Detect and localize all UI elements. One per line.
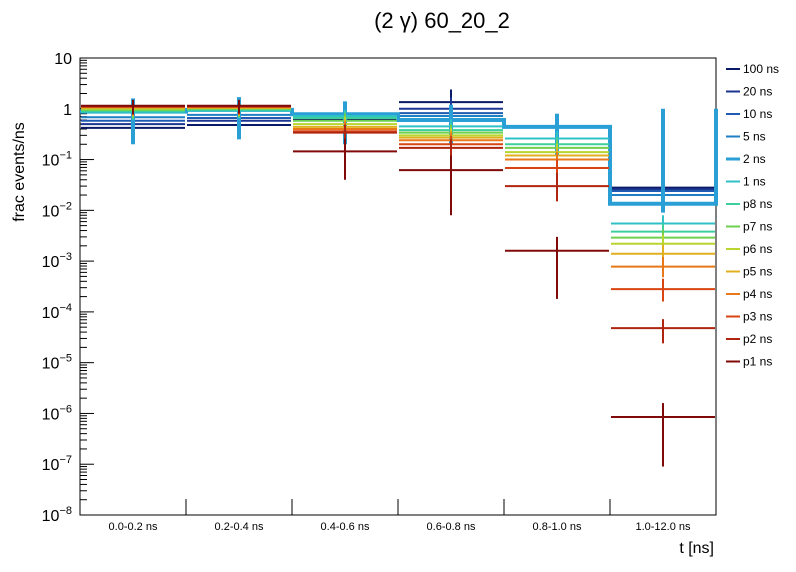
legend-label: p6 ns [743,242,772,256]
y-axis-label: frac events/ns [11,122,28,222]
legend-label: 2 ns [743,152,766,166]
y-tick-label-base: 10 [42,457,60,474]
y-tick-label: 10−8 [42,505,72,525]
legend-label: p4 ns [743,287,772,301]
y-tick-label-exponent: −3 [59,251,72,263]
legend-label: 10 ns [743,107,772,121]
legend-label: 20 ns [743,85,772,99]
y-tick-label-base: 10 [42,356,60,373]
x-tick-label: 0.6-0.8 ns [427,521,476,533]
legend: 100 ns 20 ns 10 ns 5 ns 2 ns 1 ns p8 ns p7 ns p6… [726,62,779,369]
legend-label: p3 ns [743,310,772,324]
y-tick-label-exponent: −2 [59,200,72,212]
y-tick-label-base: 10 [42,406,60,423]
y-tick-label-exponent: −4 [59,302,72,314]
y-tick-label-base: 1 [63,102,72,119]
legend-label: p5 ns [743,265,772,279]
chart-title: (2 γ) 60_20_2 [374,8,510,33]
y-tick-label: 10−5 [42,353,72,373]
legend-label: 1 ns [743,175,766,189]
series-step-line [80,107,718,206]
x-tick-label: 0.0-0.2 ns [109,521,158,533]
axis-ticks: 10110−110−210−310−410−510−610−710−80.0-0… [42,51,717,533]
x-axis-label: t [ns] [679,540,714,557]
y-tick-label: 10−6 [42,403,72,423]
plot-frame [79,57,717,516]
series-p5-ns [81,101,715,264]
series-p2-ns [81,100,715,344]
y-tick-label-exponent: −5 [59,353,72,365]
y-tick-label-exponent: −1 [59,150,72,162]
y-tick-label-base: 10 [42,153,60,170]
y-tick-label: 10 [54,51,72,68]
series-p3-ns [81,100,715,302]
legend-label: 5 ns [743,130,766,144]
y-tick-label: 1 [63,102,72,119]
x-tick-label: 0.2-0.4 ns [215,521,264,533]
legend-label: p8 ns [743,197,772,211]
y-tick-label-base: 10 [42,254,60,271]
y-tick-label: 10−7 [42,454,72,474]
y-tick-label: 10−3 [42,251,72,271]
y-tick-label-base: 10 [42,508,60,525]
y-tick-label-exponent: −7 [59,454,72,466]
y-tick-label: 10−1 [42,150,72,170]
legend-label: p7 ns [743,220,772,234]
legend-label: 100 ns [743,62,779,76]
y-tick-label-exponent: −8 [59,505,72,517]
y-tick-label-base: 10 [54,51,72,68]
x-tick-label: 0.8-1.0 ns [533,521,582,533]
x-tick-label: 0.4-0.6 ns [321,521,370,533]
legend-label: p1 ns [743,355,772,369]
y-tick-label: 10−4 [42,302,72,322]
x-tick-label: 1.0-12.0 ns [635,521,691,533]
series-layer [80,89,718,467]
y-tick-label-base: 10 [42,305,60,322]
y-tick-label: 10−2 [42,200,72,220]
legend-label: p2 ns [743,332,772,346]
series-p1-ns [81,99,715,467]
y-tick-label-exponent: −6 [59,403,72,415]
y-tick-label-base: 10 [42,203,60,220]
